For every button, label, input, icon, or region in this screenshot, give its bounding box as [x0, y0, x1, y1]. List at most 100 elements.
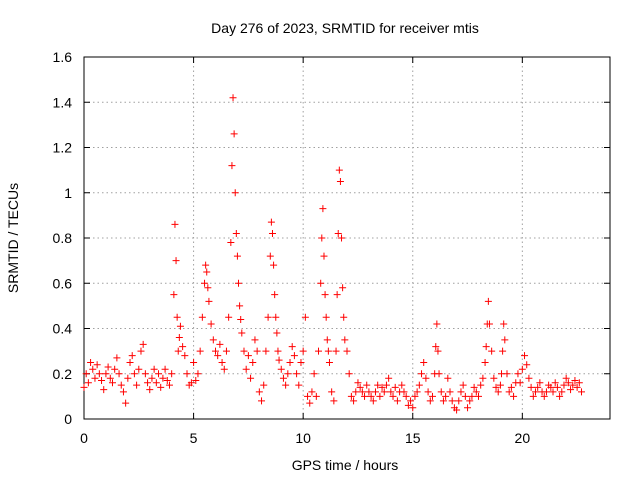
data-point: [244, 352, 252, 360]
data-point: [232, 229, 240, 237]
data-point: [108, 379, 116, 387]
data-point: [274, 347, 282, 355]
data-point: [84, 379, 92, 387]
data-point: [347, 392, 355, 400]
x-tick-label: 0: [80, 430, 88, 446]
data-point: [137, 347, 145, 355]
data-point: [415, 381, 423, 389]
data-point: [525, 374, 533, 382]
data-point: [102, 370, 110, 378]
data-point: [91, 374, 99, 382]
data-point: [141, 370, 149, 378]
data-point: [432, 343, 440, 351]
data-point: [268, 229, 276, 237]
data-point: [507, 383, 515, 391]
data-point: [242, 365, 250, 373]
data-point: [564, 379, 572, 387]
data-point: [249, 358, 257, 366]
data-point: [411, 392, 419, 400]
data-point: [404, 401, 412, 409]
data-point: [442, 392, 450, 400]
data-point: [212, 347, 219, 355]
data-point: [428, 392, 436, 400]
data-point: [173, 313, 181, 321]
data-point: [333, 291, 341, 299]
data-point: [433, 320, 441, 328]
data-point: [393, 397, 401, 405]
data-point: [196, 347, 204, 355]
y-tick-label: 1: [64, 185, 72, 201]
data-point: [551, 379, 559, 387]
data-point: [175, 334, 183, 342]
data-point: [484, 297, 492, 305]
data-point: [122, 399, 130, 407]
data-point: [161, 365, 169, 373]
data-point: [363, 381, 371, 389]
data-point: [492, 383, 500, 391]
data-point: [237, 315, 245, 323]
data-point: [192, 377, 200, 385]
data-point: [277, 365, 285, 373]
data-point: [345, 370, 353, 378]
data-point: [204, 284, 212, 292]
data-point: [218, 358, 226, 366]
data-point: [556, 392, 564, 400]
data-point: [87, 358, 95, 366]
data-point: [222, 347, 230, 355]
data-point: [354, 379, 362, 387]
data-point: [157, 383, 165, 391]
data-point: [190, 358, 198, 366]
data-point: [435, 370, 443, 378]
data-point: [527, 383, 535, 391]
data-point: [183, 370, 191, 378]
data-point: [272, 313, 280, 321]
x-tick-labels: 0 5 10 15 20: [80, 430, 530, 446]
data-point: [529, 392, 537, 400]
data-point: [324, 347, 332, 355]
data-point: [181, 352, 189, 360]
data-point: [328, 388, 336, 396]
data-point: [455, 397, 463, 405]
data-point: [247, 374, 255, 382]
data-point: [547, 383, 555, 391]
data-point: [228, 162, 236, 170]
data-point: [284, 370, 292, 378]
data-point: [338, 234, 346, 242]
data-point: [371, 388, 379, 396]
data-point: [290, 352, 298, 360]
data-point: [220, 365, 228, 373]
data-point: [176, 322, 184, 330]
data-point: [336, 177, 344, 185]
data-point: [93, 361, 101, 369]
data-point: [531, 388, 539, 396]
data-point: [214, 352, 222, 360]
data-point: [325, 358, 333, 366]
data-point: [398, 381, 406, 389]
data-point: [229, 94, 237, 102]
x-tick-label: 15: [405, 430, 421, 446]
data-point: [205, 297, 213, 305]
data-point: [413, 388, 421, 396]
y-tick-label: 0.6: [53, 275, 73, 291]
y-tick-labels: 0 0.2 0.4 0.6 0.8 1 1.2 1.4 1.6: [53, 49, 73, 427]
data-point: [299, 347, 307, 355]
data-point: [304, 392, 312, 400]
x-tick-label: 10: [295, 430, 311, 446]
data-point: [150, 365, 158, 373]
data-point: [501, 336, 509, 344]
data-point: [420, 358, 428, 366]
data-point: [457, 388, 465, 396]
data-point: [100, 386, 108, 394]
data-point: [485, 320, 493, 328]
data-point: [89, 365, 97, 373]
data-point: [230, 130, 238, 138]
data-point: [171, 220, 179, 228]
data-point: [201, 279, 209, 287]
data-point: [459, 381, 467, 389]
plot-frame: [83, 56, 611, 420]
data-point: [494, 388, 502, 396]
data-point: [444, 374, 452, 382]
data-point: [422, 374, 430, 382]
y-tick-label: 1.6: [53, 49, 73, 65]
data-point: [266, 252, 274, 260]
